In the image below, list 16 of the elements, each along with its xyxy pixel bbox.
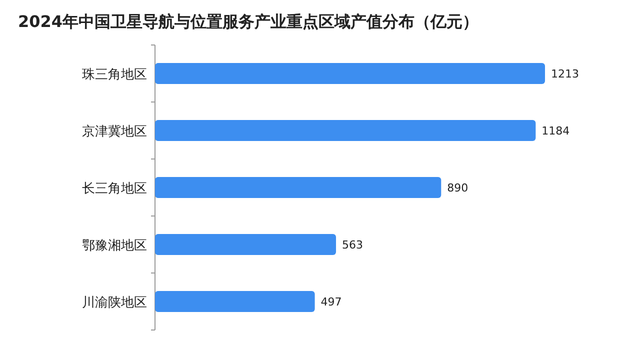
bar [155, 234, 336, 255]
chart-title: 2024年中国卫星导航与位置服务产业重点区域产值分布（亿元） [18, 12, 479, 31]
bar [155, 120, 536, 141]
y-tick-label: 川渝陕地区 [82, 296, 147, 310]
data-label: 563 [342, 238, 364, 252]
bar [155, 63, 545, 84]
data-label: 890 [447, 182, 468, 194]
bar [155, 291, 315, 312]
data-label: 1213 [551, 68, 579, 80]
y-tick-label: 京津冀地区 [82, 124, 147, 140]
y-tick-label: 鄂豫湘地区 [82, 238, 147, 254]
data-label: 1184 [542, 124, 570, 138]
data-label: 497 [320, 296, 342, 308]
y-tick-label: 长三角地区 [82, 182, 147, 196]
bar [155, 177, 442, 198]
y-tick-label: 珠三角地区 [82, 68, 147, 82]
